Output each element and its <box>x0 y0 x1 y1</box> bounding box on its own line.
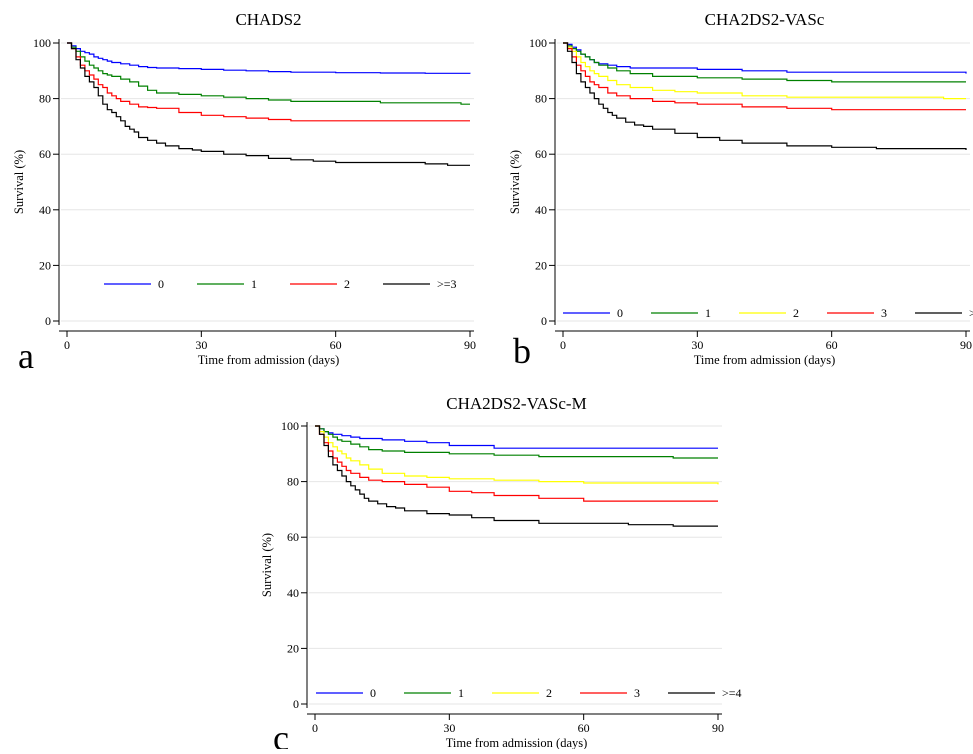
y-tick-label: 80 <box>287 475 299 489</box>
y-tick-label: 0 <box>293 697 299 711</box>
legend-label-2: 2 <box>344 277 350 291</box>
series-line-3 <box>67 42 470 166</box>
x-axis-label: Time from admission (days) <box>694 353 836 367</box>
y-tick-label: 20 <box>39 258 51 272</box>
legend-label-1: 1 <box>251 277 257 291</box>
series-line-1 <box>563 42 966 83</box>
y-tick-label: 100 <box>33 36 51 50</box>
chart-title: CHA2DS2-VASc-M <box>446 394 586 413</box>
x-tick-label: 60 <box>826 338 838 352</box>
y-tick-label: 20 <box>287 641 299 655</box>
y-tick-label: 40 <box>39 203 51 217</box>
legend-label-2: 2 <box>546 686 552 700</box>
panel-label-c: c <box>273 718 289 749</box>
legend-label-3: >=3 <box>437 277 457 291</box>
legend-label-1: 1 <box>705 306 711 320</box>
chart-title: CHADS2 <box>235 10 301 29</box>
y-tick-label: 20 <box>535 258 547 272</box>
x-tick-label: 90 <box>464 338 476 352</box>
series-line-4 <box>563 42 967 150</box>
panel-label-a: a <box>18 336 34 376</box>
x-axis-label: Time from admission (days) <box>446 736 588 749</box>
y-tick-label: 100 <box>529 36 547 50</box>
legend-label-4: >=4 <box>969 306 973 320</box>
legend-label-2: 2 <box>793 306 799 320</box>
series-line-1 <box>315 425 718 459</box>
y-tick-label: 60 <box>287 530 299 544</box>
y-tick-label: 0 <box>541 314 547 328</box>
x-tick-label: 30 <box>443 721 455 735</box>
legend-label-0: 0 <box>370 686 376 700</box>
x-tick-label: 30 <box>195 338 207 352</box>
x-tick-label: 0 <box>312 721 318 735</box>
panel-label-b: b <box>513 331 531 371</box>
x-tick-label: 0 <box>64 338 70 352</box>
legend-label-0: 0 <box>617 306 623 320</box>
chart-title: CHA2DS2-VASc <box>705 10 825 29</box>
x-tick-label: 0 <box>560 338 566 352</box>
y-axis-label: Survival (%) <box>260 533 274 597</box>
legend-label-3: 3 <box>881 306 887 320</box>
y-tick-label: 80 <box>535 92 547 106</box>
x-tick-label: 60 <box>330 338 342 352</box>
y-tick-label: 40 <box>287 586 299 600</box>
series-line-0 <box>67 42 471 74</box>
y-tick-label: 60 <box>39 147 51 161</box>
series-line-3 <box>315 425 718 502</box>
y-tick-label: 60 <box>535 147 547 161</box>
y-tick-label: 40 <box>535 203 547 217</box>
series-line-1 <box>67 42 470 105</box>
x-tick-label: 60 <box>578 721 590 735</box>
legend-label-1: 1 <box>458 686 464 700</box>
legend-label-3: 3 <box>634 686 640 700</box>
legend-label-4: >=4 <box>722 686 742 700</box>
y-axis-label: Survival (%) <box>508 150 522 214</box>
y-axis-label: Survival (%) <box>12 150 26 214</box>
y-tick-label: 0 <box>45 314 51 328</box>
y-tick-label: 80 <box>39 92 51 106</box>
x-tick-label: 90 <box>712 721 724 735</box>
x-tick-label: 90 <box>960 338 972 352</box>
legend-label-0: 0 <box>158 277 164 291</box>
series-line-4 <box>315 425 718 527</box>
x-axis-label: Time from admission (days) <box>198 353 340 367</box>
y-tick-label: 100 <box>281 419 299 433</box>
x-tick-label: 30 <box>691 338 703 352</box>
